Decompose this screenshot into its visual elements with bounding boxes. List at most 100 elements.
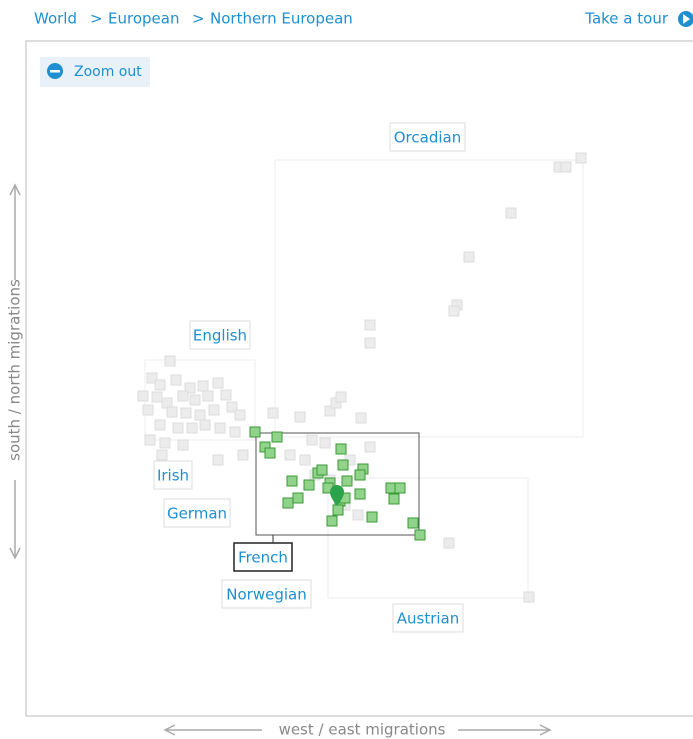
point xyxy=(177,439,189,451)
selected-region xyxy=(255,432,420,536)
plot-frame xyxy=(25,40,693,717)
region xyxy=(274,159,584,438)
point xyxy=(212,377,224,389)
point xyxy=(199,419,211,431)
group-box[interactable] xyxy=(221,579,312,609)
breadcrumb-separator: > xyxy=(192,10,205,28)
point xyxy=(388,493,400,505)
point xyxy=(237,449,249,461)
x-axis-label: west / east migrations xyxy=(279,721,446,739)
point xyxy=(443,537,455,549)
point xyxy=(355,412,367,424)
point xyxy=(154,379,166,391)
group-label[interactable]: English xyxy=(193,327,247,345)
point xyxy=(166,406,178,418)
tour-link[interactable]: Take a tour xyxy=(584,10,669,28)
point xyxy=(575,152,587,164)
point xyxy=(220,389,232,401)
point xyxy=(337,459,349,471)
group-box[interactable] xyxy=(153,460,193,490)
point xyxy=(394,482,406,494)
group-label[interactable]: German xyxy=(167,505,227,523)
point xyxy=(335,391,347,403)
point xyxy=(186,422,198,434)
y-axis-label: south / north migrations xyxy=(6,279,24,461)
group-label[interactable]: French xyxy=(238,549,288,567)
point xyxy=(292,492,304,504)
point xyxy=(286,475,298,487)
point xyxy=(197,380,209,392)
zoom-label: Zoom out xyxy=(74,64,142,80)
point xyxy=(249,426,261,438)
point xyxy=(354,469,366,481)
point xyxy=(208,404,220,416)
point xyxy=(299,454,311,466)
point xyxy=(142,404,154,416)
point xyxy=(523,591,535,603)
group-box[interactable] xyxy=(392,603,464,633)
x-arrows xyxy=(163,724,552,736)
point xyxy=(184,382,196,394)
point xyxy=(352,509,364,521)
group-label[interactable]: Irish xyxy=(157,467,189,485)
point xyxy=(156,449,168,461)
group-label[interactable]: Austrian xyxy=(397,610,460,628)
position-pin xyxy=(330,485,344,506)
point xyxy=(326,515,338,527)
point xyxy=(414,529,426,541)
tour-icon-arrow xyxy=(683,14,690,24)
point xyxy=(214,422,226,434)
point xyxy=(335,443,347,455)
point xyxy=(146,372,158,384)
group-box[interactable] xyxy=(189,320,251,350)
point xyxy=(154,419,166,431)
breadcrumb-item[interactable]: World xyxy=(34,10,77,28)
point xyxy=(366,511,378,523)
point xyxy=(144,434,156,446)
point xyxy=(202,390,214,402)
region xyxy=(327,477,529,599)
point xyxy=(137,390,149,402)
point xyxy=(267,407,279,419)
breadcrumb-item[interactable]: European xyxy=(108,10,179,28)
point xyxy=(306,434,318,446)
point xyxy=(303,479,315,491)
group-label[interactable]: Orcadian xyxy=(394,129,461,147)
y-arrows xyxy=(9,183,21,560)
point xyxy=(194,409,206,421)
group-box[interactable] xyxy=(233,542,293,572)
point xyxy=(294,411,306,423)
point xyxy=(354,488,366,500)
point xyxy=(151,391,163,403)
group-box[interactable] xyxy=(389,122,466,152)
point xyxy=(324,405,336,417)
point xyxy=(177,390,189,402)
point xyxy=(226,401,238,413)
point xyxy=(364,319,376,331)
point xyxy=(282,497,294,509)
group-box[interactable] xyxy=(163,498,231,528)
point xyxy=(316,464,328,476)
breadcrumb-item[interactable]: Northern European xyxy=(210,10,353,28)
point xyxy=(284,449,296,461)
point xyxy=(332,504,344,516)
point xyxy=(463,251,475,263)
zoom-icon-minus xyxy=(50,70,60,73)
point xyxy=(319,437,331,449)
group-label[interactable]: Norwegian xyxy=(226,586,306,604)
point xyxy=(234,409,246,421)
point xyxy=(229,426,241,438)
point xyxy=(505,207,517,219)
breadcrumb-separator: > xyxy=(90,10,103,28)
point xyxy=(159,437,171,449)
point xyxy=(448,305,460,317)
point xyxy=(180,407,192,419)
point xyxy=(364,441,376,453)
point xyxy=(560,161,572,173)
point xyxy=(271,431,283,443)
point xyxy=(189,394,201,406)
point xyxy=(341,475,353,487)
point xyxy=(172,422,184,434)
point xyxy=(170,374,182,386)
